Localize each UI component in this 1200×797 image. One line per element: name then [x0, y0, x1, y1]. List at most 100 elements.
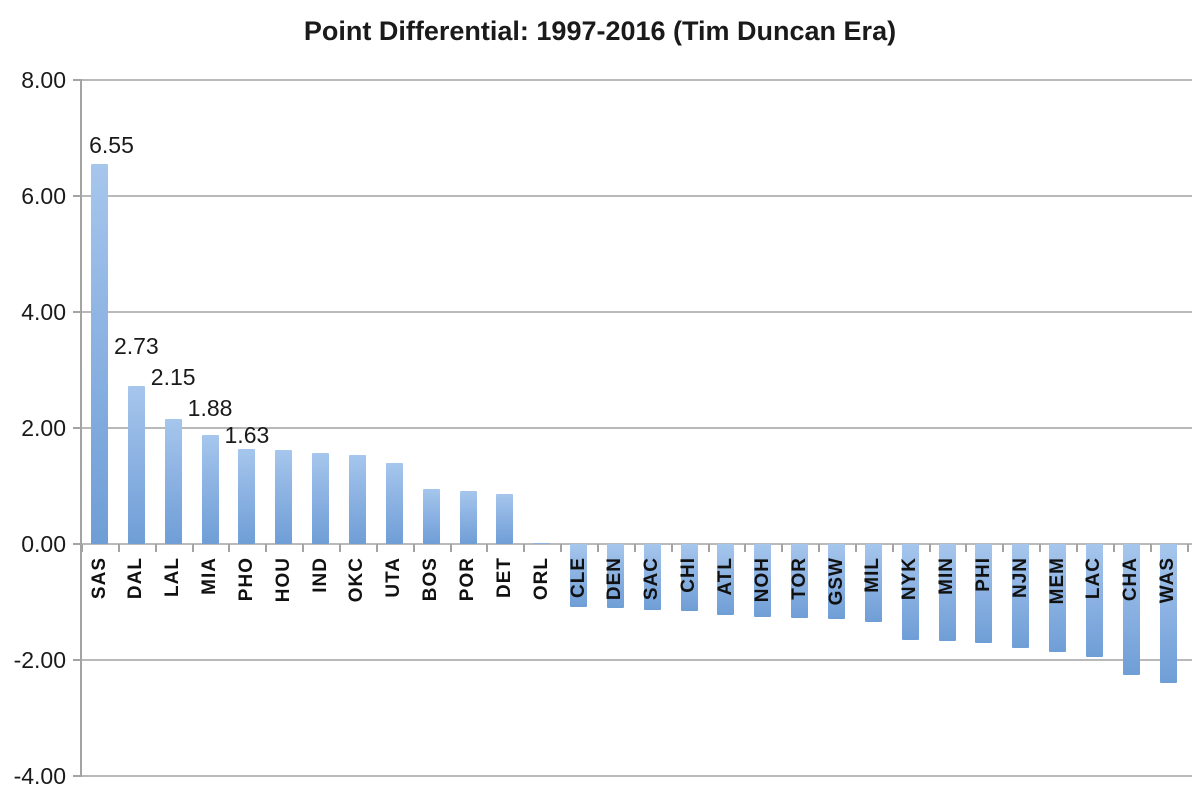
x-axis-tick [523, 544, 526, 552]
x-axis-tick [117, 544, 120, 552]
category-label-was: WAS [1157, 557, 1179, 604]
x-axis-tick [1076, 544, 1079, 552]
data-label-mia: 1.88 [187, 394, 233, 421]
category-label-ind: IND [309, 557, 331, 593]
bar-okc [348, 455, 366, 544]
category-label-okc: OKC [346, 557, 368, 603]
category-label-bos: BOS [420, 557, 442, 602]
y-axis-tick [73, 311, 80, 313]
x-axis-tick [1002, 544, 1005, 552]
bar-sac [643, 544, 661, 610]
category-label-mem: MEM [1046, 557, 1068, 605]
bar-phi [975, 544, 993, 644]
bar-noh [754, 544, 772, 617]
chart-title: Point Differential: 1997-2016 (Tim Dunca… [303, 16, 897, 46]
y-tick-label: 8.00 [21, 67, 66, 93]
category-label-sac: SAC [641, 557, 663, 601]
x-axis-tick [781, 544, 784, 552]
category-label-dal: DAL [125, 557, 147, 600]
category-label-det: DET [493, 557, 515, 598]
bar-mia [201, 434, 219, 544]
x-axis-tick [633, 544, 636, 552]
x-axis-tick [928, 544, 931, 552]
category-label-min: MIN [936, 557, 958, 595]
x-axis-tick [191, 544, 194, 552]
x-axis-tick [412, 544, 415, 552]
x-axis-tick [449, 544, 452, 552]
data-label-sas: 6.55 [89, 132, 134, 159]
category-label-tor: TOR [788, 557, 810, 600]
x-axis-tick [1186, 544, 1189, 552]
bar-por [459, 491, 477, 544]
data-label-pho: 1.63 [224, 422, 270, 449]
y-tick-label: -4.00 [13, 763, 66, 789]
x-axis-tick [339, 544, 342, 552]
x-axis-tick [486, 544, 489, 552]
x-axis-tick [818, 544, 821, 552]
y-tick-label: 0.00 [21, 531, 66, 557]
x-axis-tick [670, 544, 673, 552]
y-axis-line [80, 79, 82, 777]
category-label-lal: LAL [162, 557, 184, 597]
bar-bos [422, 489, 440, 544]
bar-chi [680, 544, 698, 612]
category-label-phi: PHI [972, 557, 994, 592]
x-axis-tick [707, 544, 710, 552]
bar-uta [385, 462, 403, 544]
category-label-hou: HOU [272, 557, 294, 603]
bar-orl [533, 542, 551, 544]
x-axis-tick [154, 544, 157, 552]
category-label-atl: ATL [714, 557, 736, 596]
x-axis-tick [265, 544, 268, 552]
gridline [80, 775, 1192, 777]
x-axis-tick [81, 544, 84, 552]
gridline [80, 659, 1192, 661]
category-label-njn: NJN [1009, 557, 1031, 599]
gridline [80, 79, 1192, 81]
bar-dal [127, 385, 145, 544]
x-axis-tick [596, 544, 599, 552]
gridline [80, 543, 1192, 545]
y-axis-tick [73, 79, 80, 81]
category-label-gsw: GSW [825, 557, 847, 606]
y-axis-tick [73, 543, 80, 545]
category-label-cha: CHA [1120, 557, 1142, 602]
gridline [80, 427, 1192, 429]
category-label-lac: LAC [1083, 557, 1105, 600]
bar-nyk [901, 544, 919, 640]
bar-was [1159, 544, 1177, 684]
category-label-sas: SAS [88, 557, 110, 600]
bar-mem [1049, 544, 1067, 652]
y-axis-tick [73, 659, 80, 661]
x-axis-tick [228, 544, 231, 552]
bar-sas [91, 164, 108, 544]
bar-gsw [828, 544, 845, 620]
bar-min [938, 544, 956, 642]
x-axis-tick [1112, 544, 1115, 552]
x-axis-tick [854, 544, 857, 552]
bar-lac [1085, 544, 1103, 657]
data-label-lal: 2.15 [150, 364, 196, 391]
gridline [80, 195, 1192, 197]
x-axis-tick [375, 544, 378, 552]
category-label-chi: CHI [678, 557, 700, 593]
bar-cha [1122, 544, 1140, 675]
bar-den [606, 544, 624, 609]
category-label-mil: MIL [862, 557, 884, 593]
bar-atl [717, 544, 735, 615]
y-axis-tick [73, 195, 80, 197]
category-label-nyk: NYK [899, 557, 921, 601]
y-tick-label: 4.00 [21, 299, 66, 325]
bar-det [496, 494, 514, 544]
bar-ind [312, 452, 330, 544]
data-label-dal: 2.73 [113, 332, 159, 359]
x-axis-tick [891, 544, 894, 552]
y-tick-label: 6.00 [21, 183, 66, 209]
bar-tor [791, 544, 809, 619]
bar-mil [864, 544, 882, 623]
x-axis-tick [1149, 544, 1152, 552]
x-axis-tick [965, 544, 968, 552]
bar-njn [1012, 544, 1030, 649]
category-label-noh: NOH [751, 557, 773, 603]
